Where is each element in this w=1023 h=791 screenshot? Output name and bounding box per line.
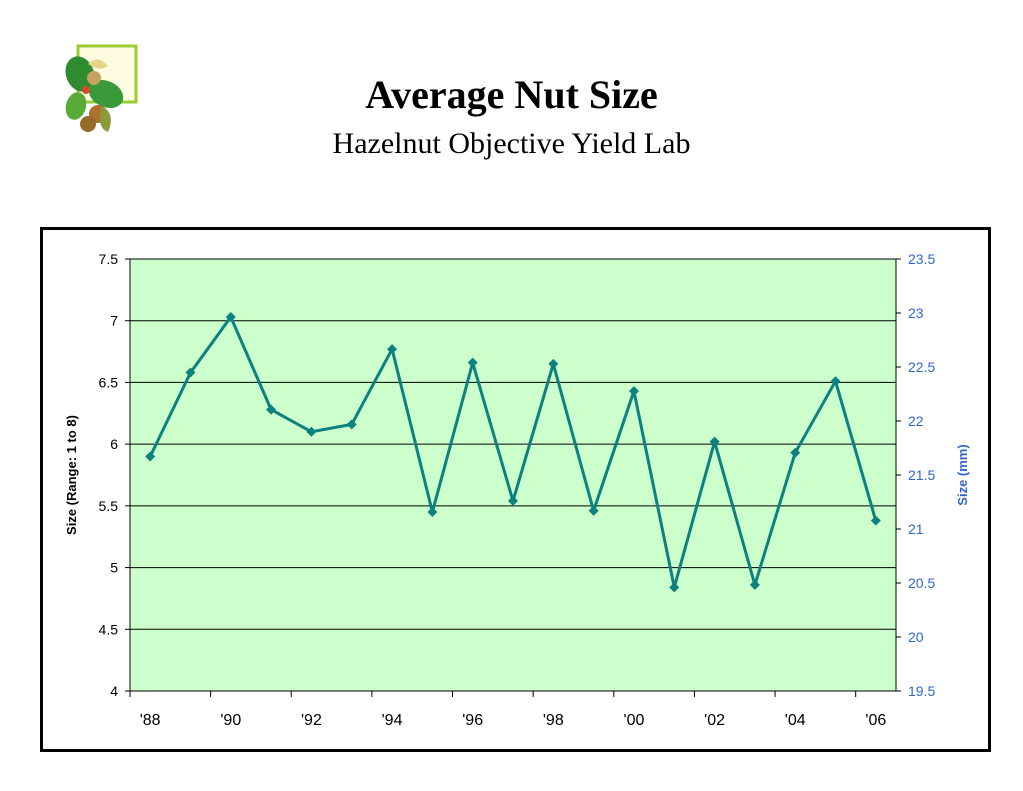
x-tick-label: '00 bbox=[624, 712, 645, 729]
data-point-marker bbox=[628, 386, 639, 397]
data-point-marker bbox=[749, 579, 760, 590]
y-tick-label: 4.5 bbox=[99, 621, 119, 637]
data-point-marker bbox=[225, 312, 236, 323]
hazelnut-logo-icon bbox=[58, 44, 140, 142]
y-tick-label: 7.5 bbox=[99, 251, 119, 267]
page-subtitle: Hazelnut Objective Yield Lab bbox=[332, 127, 691, 160]
x-tick-label: '04 bbox=[785, 712, 806, 729]
data-point-marker bbox=[467, 357, 478, 368]
data-point-marker bbox=[508, 495, 518, 506]
y2-tick-label: 20.5 bbox=[908, 575, 935, 591]
y-tick-label: 4 bbox=[110, 683, 118, 699]
y-axis-label: Size (Range: 1 to 8) bbox=[64, 415, 79, 535]
x-tick-label: '90 bbox=[220, 712, 241, 729]
data-point-marker bbox=[346, 419, 357, 430]
x-tick-label: '92 bbox=[301, 712, 322, 729]
x-tick-label: '96 bbox=[462, 712, 483, 729]
chart-frame: 7.5 7 6.5 6 5.5 5 4.5 4 23.5 23 22.5 22 21.5 21 20.5 20… bbox=[40, 227, 991, 752]
y2-tick-label: 19.5 bbox=[908, 683, 935, 699]
y2-tick-label: 21 bbox=[908, 521, 924, 537]
data-point-marker bbox=[427, 507, 438, 518]
y2-tick-label: 23.5 bbox=[908, 251, 935, 267]
x-tick-label: '06 bbox=[865, 712, 886, 729]
data-point-marker bbox=[870, 515, 881, 526]
y-tick-label: 5.5 bbox=[99, 498, 119, 514]
data-point-marker bbox=[830, 376, 841, 387]
y2-tick-label: 23 bbox=[908, 305, 924, 321]
x-tick-label: '02 bbox=[704, 712, 725, 729]
data-point-marker bbox=[145, 451, 156, 462]
data-point-marker bbox=[548, 358, 559, 369]
y2-axis-label: Size (mm) bbox=[955, 444, 970, 505]
data-point-marker bbox=[185, 367, 196, 378]
data-point-marker bbox=[709, 436, 720, 447]
data-point-marker bbox=[387, 344, 398, 355]
y-tick-label: 5 bbox=[110, 560, 118, 576]
plot-area bbox=[130, 259, 896, 691]
x-tick-label: '94 bbox=[382, 712, 403, 729]
y-tick-label: 7 bbox=[110, 313, 118, 329]
data-point-marker bbox=[588, 505, 599, 516]
y-tick-label: 6.5 bbox=[99, 374, 119, 390]
x-tick-label: '88 bbox=[140, 712, 161, 729]
y2-tick-label: 22.5 bbox=[908, 359, 935, 375]
y-tick-label: 6 bbox=[110, 436, 118, 452]
data-point-marker bbox=[266, 404, 277, 415]
page-title: Average Nut Size bbox=[365, 72, 658, 117]
data-point-marker bbox=[306, 426, 317, 437]
y2-tick-label: 22 bbox=[908, 413, 924, 429]
data-point-marker bbox=[790, 447, 801, 458]
data-point-marker bbox=[669, 582, 680, 593]
y2-tick-label: 21.5 bbox=[908, 467, 935, 483]
line-chart: 7.5 7 6.5 6 5.5 5 4.5 4 23.5 23 22.5 22 21.5 21 20.5 20… bbox=[64, 251, 970, 729]
y2-tick-label: 20 bbox=[908, 629, 924, 645]
x-tick-label: '98 bbox=[543, 712, 564, 729]
